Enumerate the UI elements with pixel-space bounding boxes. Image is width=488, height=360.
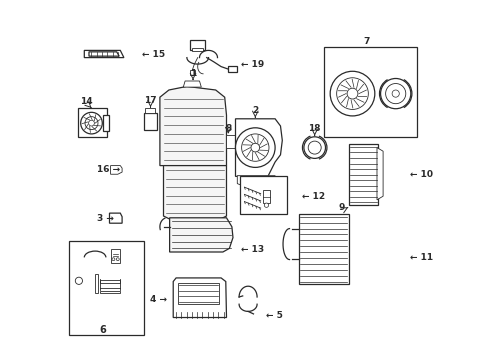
Circle shape xyxy=(380,78,410,109)
Polygon shape xyxy=(89,52,119,56)
Text: 7: 7 xyxy=(363,37,369,46)
Text: ← 5: ← 5 xyxy=(265,310,283,320)
Bar xyxy=(143,113,157,130)
Text: 6: 6 xyxy=(100,325,106,335)
Circle shape xyxy=(329,71,374,116)
Polygon shape xyxy=(84,50,123,58)
Polygon shape xyxy=(173,278,226,318)
Circle shape xyxy=(75,277,82,284)
Text: 9: 9 xyxy=(338,203,344,212)
Polygon shape xyxy=(163,166,226,220)
Bar xyxy=(228,66,237,72)
Bar xyxy=(226,135,235,148)
Text: ← 10: ← 10 xyxy=(409,170,432,179)
Text: 4 →: 4 → xyxy=(150,295,167,304)
Circle shape xyxy=(116,258,119,261)
Text: ← 13: ← 13 xyxy=(241,245,264,253)
Text: 2: 2 xyxy=(252,107,258,116)
Bar xyxy=(101,291,120,293)
Bar xyxy=(298,214,348,284)
Bar xyxy=(262,190,270,203)
Polygon shape xyxy=(235,119,282,176)
Polygon shape xyxy=(110,166,122,174)
Text: ← 15: ← 15 xyxy=(142,50,164,59)
Circle shape xyxy=(346,88,357,99)
Polygon shape xyxy=(109,213,122,223)
Circle shape xyxy=(81,112,102,134)
Bar xyxy=(145,108,155,113)
Bar xyxy=(240,176,286,214)
Circle shape xyxy=(112,258,115,261)
Text: 17: 17 xyxy=(144,96,157,105)
Circle shape xyxy=(235,128,275,167)
Text: 14: 14 xyxy=(81,98,93,107)
Text: 1: 1 xyxy=(189,69,196,78)
Polygon shape xyxy=(183,81,201,87)
Circle shape xyxy=(264,203,268,207)
Bar xyxy=(101,280,120,283)
Circle shape xyxy=(391,90,399,97)
Circle shape xyxy=(88,120,94,126)
Bar xyxy=(95,274,98,293)
Bar xyxy=(190,40,204,50)
Circle shape xyxy=(241,134,268,161)
Polygon shape xyxy=(103,115,109,131)
Bar xyxy=(111,249,120,263)
Text: 3 →: 3 → xyxy=(97,213,114,222)
Circle shape xyxy=(336,78,367,109)
Text: ← 11: ← 11 xyxy=(409,253,432,262)
Circle shape xyxy=(303,137,325,158)
Circle shape xyxy=(250,143,259,152)
Bar xyxy=(178,283,219,304)
Text: 16 →: 16 → xyxy=(97,165,120,174)
Text: ← 19: ← 19 xyxy=(241,60,264,69)
Polygon shape xyxy=(78,108,107,137)
Polygon shape xyxy=(237,176,275,186)
Circle shape xyxy=(385,84,405,104)
Bar xyxy=(189,70,195,75)
Text: 8: 8 xyxy=(224,124,231,133)
Text: 18: 18 xyxy=(308,125,320,134)
Bar xyxy=(323,47,416,137)
Circle shape xyxy=(307,141,321,154)
Polygon shape xyxy=(376,148,382,200)
Bar xyxy=(69,241,144,335)
Polygon shape xyxy=(169,218,232,252)
Polygon shape xyxy=(160,86,226,166)
Circle shape xyxy=(85,117,98,130)
Bar xyxy=(348,144,377,205)
Bar xyxy=(192,48,203,51)
Text: ← 12: ← 12 xyxy=(302,192,325,201)
